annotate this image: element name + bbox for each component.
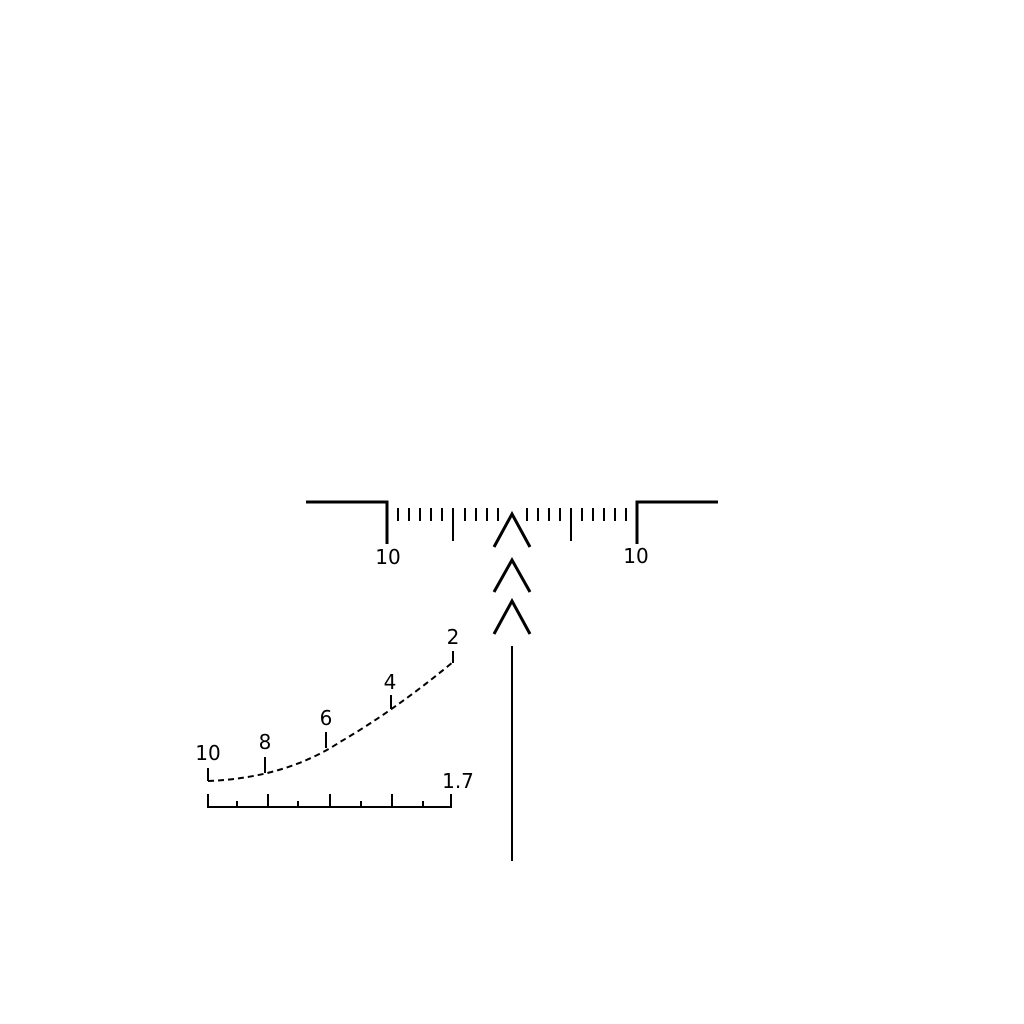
- chevron-middle: [492, 556, 532, 593]
- curve-label-6: 6: [320, 706, 333, 730]
- chevron-top: [492, 510, 532, 548]
- stadia-scale: [207, 794, 452, 808]
- chevron-stack: [492, 510, 532, 635]
- left-scale-label: 10: [375, 545, 400, 569]
- curve-label-4: 4: [384, 670, 397, 694]
- stadia-end-label: 1.7: [442, 769, 474, 793]
- chevron-bottom: [492, 597, 532, 635]
- curve-label-8: 8: [259, 730, 272, 754]
- horizontal-ticks: [397, 508, 627, 541]
- range-curve-ticks: [207, 651, 454, 781]
- left-bracket: [306, 500, 389, 544]
- horizontal-scale: [306, 500, 718, 544]
- curve-label-10: 10: [195, 741, 220, 765]
- right-bracket: [635, 500, 718, 544]
- range-curve-labels: 10 8 6 4 2: [195, 625, 459, 765]
- curve-label-2: 2: [447, 625, 460, 649]
- range-curve: [207, 661, 454, 782]
- right-scale-label: 10: [623, 544, 648, 568]
